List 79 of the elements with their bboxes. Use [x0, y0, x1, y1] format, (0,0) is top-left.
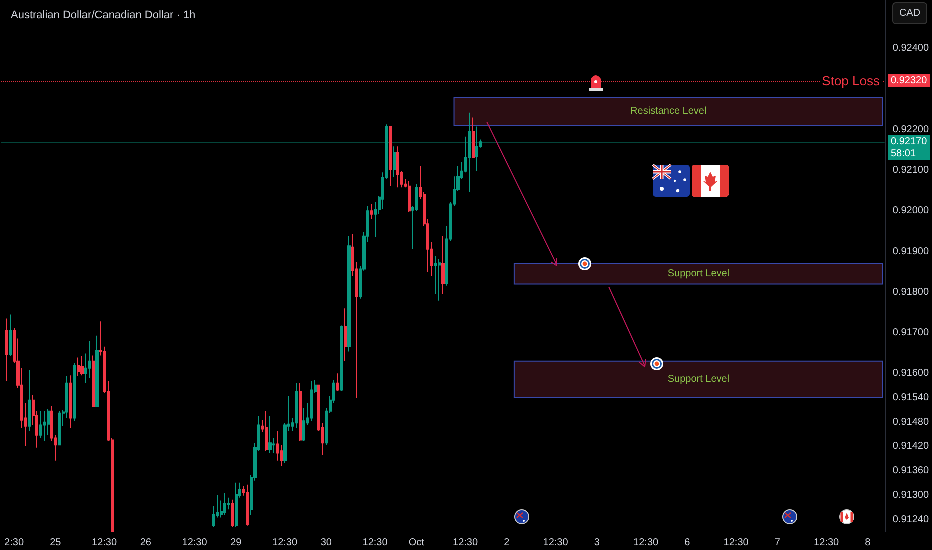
y-tick-label: 0.92100: [892, 165, 930, 176]
candlestick: [39, 410, 42, 439]
y-tick-label: 0.91300: [892, 490, 930, 501]
x-tick-label: 12:30: [724, 538, 750, 548]
candlestick: [69, 375, 72, 429]
candlestick: [472, 117, 475, 158]
candlestick: [77, 357, 80, 377]
x-tick-label: 26: [140, 538, 152, 548]
x-tick-label: 6: [684, 538, 691, 548]
band-label: Resistance Level: [630, 106, 707, 118]
candlestick: [475, 126, 478, 172]
y-tick-label: 0.92200: [892, 124, 930, 136]
ref-line-label: Stop Loss: [822, 74, 880, 89]
text: 58:01: [891, 148, 916, 160]
x-tick-label: 2: [504, 538, 510, 548]
y-axis-title: CAD: [899, 8, 921, 19]
candlestick: [370, 204, 373, 220]
x-tick-label: 12:30: [543, 538, 569, 548]
x-tick-label: 8: [865, 538, 872, 548]
y-tick-label: 0.92000: [892, 206, 930, 217]
candlestick: [336, 373, 339, 392]
candlestick: [393, 146, 396, 178]
x-tick-label: 12:30: [362, 538, 388, 548]
x-tick-label: 7: [774, 538, 781, 548]
x-tick-label: 12:30: [814, 538, 840, 548]
y-tick-label: 0.91700: [892, 328, 930, 339]
candlestick: [73, 362, 76, 422]
x-tick-label: 12:30: [634, 538, 660, 548]
y-tick-label: 0.91900: [892, 246, 930, 258]
candlestick: [408, 181, 411, 213]
candlestick: [441, 236, 445, 295]
candlestick: [265, 410, 268, 452]
candlestick: [389, 126, 392, 187]
x-tick-label: Oct: [408, 538, 425, 548]
candlestick: [295, 382, 298, 429]
text: 0.92170: [891, 136, 928, 148]
candlestick: [223, 492, 226, 516]
x-tick-label: 12:30: [92, 538, 118, 548]
candlestick: [28, 370, 31, 432]
candlestick: [9, 314, 12, 358]
candlestick: [235, 482, 238, 528]
candlestick: [340, 325, 343, 392]
y-tick-label: 0.92400: [892, 43, 930, 54]
y-tick-label: 0.91800: [892, 286, 930, 298]
y-tick-label: 0.91540: [892, 392, 930, 404]
x-tick-label: 25: [50, 538, 62, 548]
band-label: Support Level: [668, 374, 730, 386]
candlestick: [80, 356, 84, 376]
text: 0.92320: [891, 76, 928, 87]
candlestick: [310, 380, 313, 422]
candlestick: [302, 408, 305, 442]
candlestick: [299, 382, 302, 442]
y-tick-label: 0.91360: [892, 466, 930, 477]
candlestick: [246, 484, 249, 526]
band-label: Support Level: [668, 268, 730, 280]
candlestick: [396, 146, 399, 188]
x-tick-label: 2:30: [4, 538, 24, 548]
candlestick: [95, 335, 99, 408]
candlestick: [347, 236, 351, 352]
x-tick-label: 12:30: [453, 538, 478, 548]
candlestick: [468, 112, 471, 193]
x-tick-label: 12:30: [182, 538, 208, 548]
y-tick-label: 0.91600: [892, 368, 930, 380]
x-tick-label: 12:30: [272, 538, 298, 548]
candlestick: [231, 499, 234, 528]
candlestick: [5, 318, 8, 382]
candlestick: [438, 258, 441, 302]
y-tick-label: 0.91420: [892, 441, 930, 452]
candlestick: [58, 410, 61, 446]
text: Australian Dollar/Canadian Dollar · 1h: [11, 10, 196, 22]
candlestick: [268, 416, 272, 454]
y-tick-label: 0.91480: [892, 416, 930, 428]
x-tick-label: 30: [320, 538, 332, 548]
candlestick: [92, 355, 95, 408]
candlestick: [43, 410, 46, 442]
x-tick-label: 3: [594, 538, 600, 548]
y-tick-label: 0.91240: [892, 514, 930, 526]
candlestick: [344, 308, 347, 362]
x-tick-label: 29: [230, 538, 242, 548]
